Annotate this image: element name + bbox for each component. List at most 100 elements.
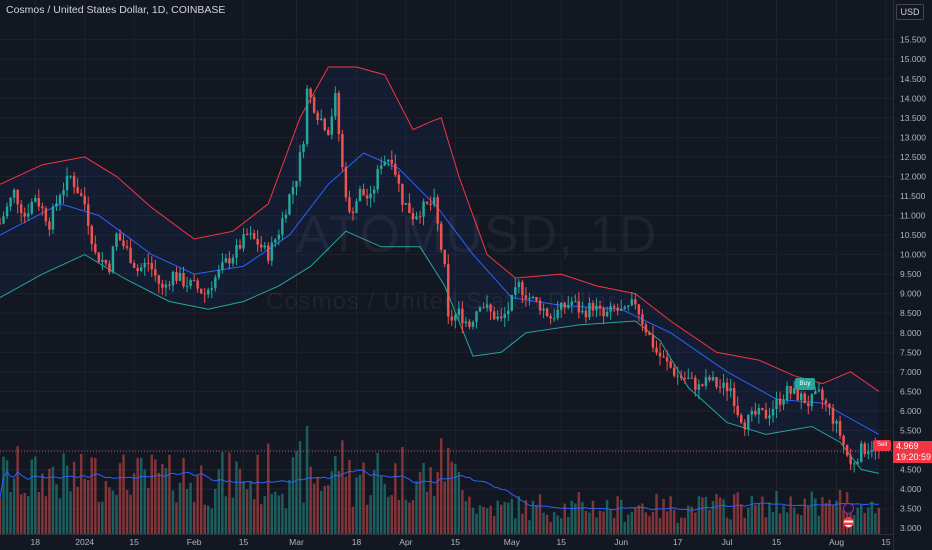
volume-bar — [439, 438, 443, 534]
candle-body — [701, 384, 704, 386]
volume-bar — [115, 494, 118, 534]
volume-bar — [651, 511, 655, 534]
candle-body — [821, 389, 824, 401]
price-tick-label: 10.500 — [900, 230, 926, 240]
candle-body — [503, 314, 506, 319]
volume-bar — [178, 482, 182, 534]
candle-body — [281, 218, 284, 235]
candle-body — [799, 393, 803, 400]
candle-body — [454, 314, 457, 321]
volume-bar — [224, 496, 228, 534]
candle-body — [485, 304, 489, 308]
volume-bar — [401, 447, 404, 534]
volume-bar — [859, 504, 863, 534]
candle-body — [65, 175, 69, 191]
time-tick-label: 2024 — [75, 537, 94, 547]
candle-body — [627, 305, 630, 307]
candle-body — [747, 414, 750, 430]
volume-bar — [796, 514, 799, 534]
candle-body — [447, 264, 450, 317]
candle-body — [178, 273, 182, 281]
candle-body — [722, 382, 725, 388]
volume-bar — [196, 475, 199, 534]
price-tick-label: 12.000 — [900, 171, 926, 181]
candle-body — [814, 391, 817, 395]
volume-bar — [199, 465, 203, 534]
candle-body — [761, 408, 764, 411]
volume-bar — [595, 517, 598, 534]
candle-body — [334, 92, 337, 117]
volume-bar — [662, 498, 665, 534]
candle-body — [757, 408, 761, 415]
candle-body — [859, 443, 863, 462]
lightning-icon[interactable] — [843, 503, 854, 514]
volume-bar — [521, 513, 524, 534]
candle-body — [591, 303, 595, 311]
time-axis[interactable]: 18 2024 15 Feb 15 Mar 18 Apr 15 May 15 Jun 17 Jul 15 Au… — [0, 534, 893, 548]
volume-bar — [358, 474, 362, 534]
volume-bar — [803, 498, 806, 534]
price-tick-label: 9.500 — [900, 269, 922, 279]
volume-bar — [171, 490, 175, 534]
candle-body — [842, 435, 845, 445]
candle-body — [475, 311, 478, 322]
time-tick-label: 15 — [129, 537, 139, 547]
candle-body — [641, 314, 644, 325]
price-tick-label: 14.000 — [900, 93, 926, 103]
volume-bar — [295, 451, 298, 534]
price-tick-label: 13.500 — [900, 113, 926, 123]
volume-bar — [665, 511, 669, 534]
candle-body — [718, 386, 722, 388]
candle-body — [41, 206, 44, 209]
candle-body — [214, 277, 217, 289]
candle-body — [602, 308, 605, 317]
candle-body — [595, 305, 598, 311]
volume-bar — [238, 468, 242, 534]
volume-bar — [319, 490, 323, 534]
candle-body — [319, 118, 323, 120]
candle-body — [528, 297, 531, 299]
volume-bar — [679, 517, 683, 534]
time-tick-label: 17 — [673, 537, 683, 547]
volume-bar — [281, 493, 284, 534]
time-tick-label: 15 — [556, 537, 566, 547]
volume-bar — [418, 472, 422, 534]
candle-body — [552, 318, 556, 320]
candle-body — [464, 321, 468, 324]
volume-bar — [235, 461, 238, 534]
flag-icon[interactable] — [843, 517, 854, 528]
volume-bar — [672, 509, 676, 534]
volume-bars — [0, 425, 881, 534]
volume-bar — [577, 491, 581, 534]
volume-bar — [139, 457, 143, 534]
currency-button[interactable]: USD — [896, 4, 924, 20]
candle-body — [358, 189, 362, 202]
volume-bar — [602, 511, 605, 534]
candle-body — [824, 400, 828, 404]
candle-body — [284, 214, 288, 219]
volume-bar — [792, 507, 796, 534]
volume-bar — [344, 476, 348, 534]
volume-bar — [129, 494, 132, 534]
candle-body — [256, 238, 259, 245]
volume-bar — [125, 489, 129, 534]
candle-body — [496, 316, 499, 320]
current-price-tag: 4.969 19:20:59 — [893, 441, 932, 463]
candle-body — [577, 301, 581, 313]
volume-bar — [641, 503, 644, 534]
candle-body — [341, 133, 344, 168]
candle-body — [711, 377, 715, 381]
volume-bar — [132, 473, 136, 534]
candle-body — [404, 202, 408, 205]
time-tick-label: Jun — [614, 537, 628, 547]
candle-body — [203, 293, 206, 295]
volume-bar — [757, 503, 761, 534]
candle-body — [489, 304, 492, 312]
price-axis[interactable]: 3.0003.5004.0004.5005.0005.5006.0006.500… — [893, 0, 932, 550]
volume-bar — [334, 456, 337, 534]
volume-bar — [76, 486, 79, 534]
candle-body — [849, 455, 852, 465]
volume-bar — [828, 499, 831, 534]
candle-body — [245, 233, 249, 235]
